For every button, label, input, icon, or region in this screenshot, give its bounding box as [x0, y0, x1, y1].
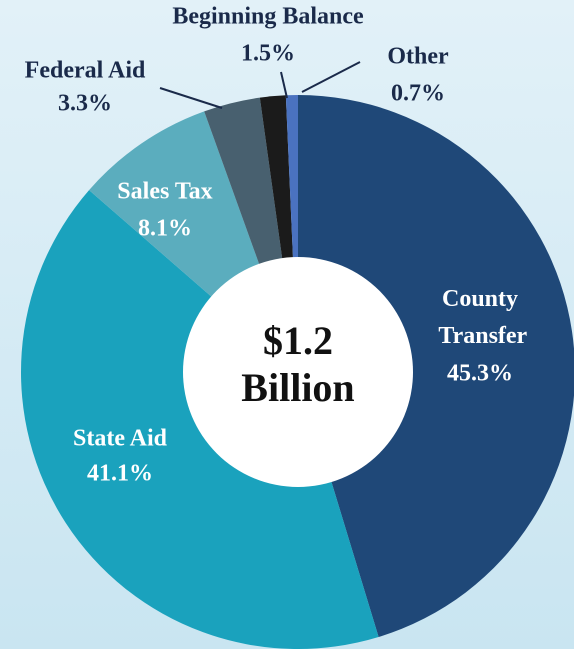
slice-label: Beginning Balance — [172, 4, 364, 30]
value-label: 45.3% — [447, 361, 513, 387]
slice — [298, 95, 574, 638]
leader-line — [159, 87, 223, 109]
leader-line — [280, 71, 288, 99]
slice-label: County Transfer — [433, 286, 528, 349]
slice-label: Federal Aid — [25, 58, 146, 84]
slice-label: Sales Tax — [117, 179, 212, 205]
slice-label-line: Transfer — [433, 323, 528, 349]
value-label: 41.1% — [87, 461, 153, 487]
value-label: 8.1% — [138, 216, 192, 242]
value-label: 0.7% — [391, 81, 445, 107]
center-hole — [183, 257, 413, 487]
slice-label: State Aid — [73, 426, 168, 452]
leader-line — [301, 61, 361, 93]
slice-label-line: County — [442, 286, 518, 312]
center-label: $1.2 — [263, 318, 333, 363]
slice-label: Other — [387, 44, 449, 70]
center-label: Billion — [241, 365, 354, 410]
value-label: 3.3% — [58, 91, 112, 117]
value-label: 1.5% — [241, 41, 295, 67]
